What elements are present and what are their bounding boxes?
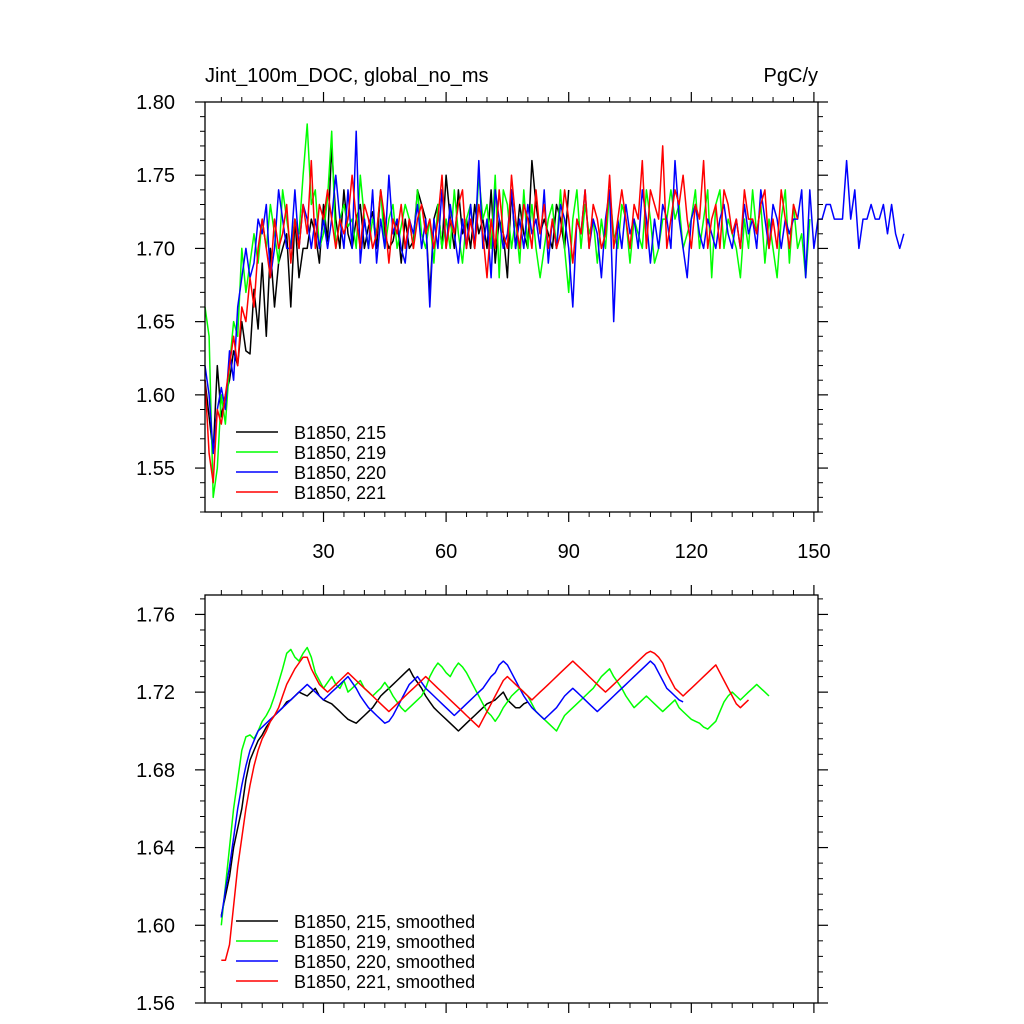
y-tick-label: 1.64 (136, 838, 175, 860)
y-tick-label: 1.60 (136, 385, 175, 407)
legend-label: B1850, 215 (294, 423, 386, 443)
legend-label: B1850, 221 (294, 483, 386, 503)
bottom-series-layer (220, 646, 770, 962)
legend-label: B1850, 219, smoothed (294, 932, 475, 952)
y-tick-label: 1.55 (136, 458, 175, 480)
series-line-bottom-2 (220, 660, 684, 918)
y-tick-label: 1.76 (136, 604, 175, 626)
series-line-bottom-1 (220, 646, 770, 926)
x-tick-label: 150 (797, 541, 830, 563)
y-tick-label: 1.60 (136, 915, 175, 937)
legend-label: B1850, 221, smoothed (294, 972, 475, 992)
y-tick-label: 1.75 (136, 165, 175, 187)
bottom-ticks-layer: 1.56 1.60 1.64 1.68 1.72 1.76 (136, 585, 828, 1015)
legend-label: B1850, 215, smoothed (294, 912, 475, 932)
legend-label: B1850, 220 (294, 463, 386, 483)
series-line-bottom-3 (221, 650, 750, 962)
series-line-bottom-0 (220, 668, 529, 916)
top-panel: Jint_100m_DOC, global_no_ms PgC/y 1.551.… (136, 65, 905, 563)
top-chart-title: Jint_100m_DOC, global_no_ms (205, 65, 489, 87)
y-tick-label: 1.56 (136, 993, 175, 1015)
y-tick-label: 1.65 (136, 312, 175, 334)
x-tick-label: 30 (312, 541, 334, 563)
bottom-plot-frame (204, 594, 819, 1004)
top-series-layer (204, 123, 905, 499)
y-tick-label: 1.70 (136, 238, 175, 260)
x-tick-label: 90 (558, 541, 580, 563)
bottom-panel: 1.56 1.60 1.64 1.68 1.72 1.76 B1850, 215, smo… (136, 585, 828, 1015)
x-tick-label: 60 (435, 541, 457, 563)
y-tick-label: 1.72 (136, 682, 175, 704)
y-tick-label: 1.68 (136, 760, 175, 782)
series-line-top-3 (204, 145, 799, 484)
legend-label: B1850, 220, smoothed (294, 952, 475, 972)
series-line-top-1 (204, 123, 811, 499)
x-tick-label: 120 (675, 541, 708, 563)
legend-label: B1850, 219 (294, 443, 386, 463)
top-ticks-layer: 1.55 1.60 1.65 1.70 1.75 1.80 30 60 90 120 150 (136, 92, 831, 563)
series-line-top-0 (204, 145, 570, 455)
y-tick-label: 1.80 (136, 92, 175, 114)
top-chart-units: PgC/y (764, 65, 818, 87)
